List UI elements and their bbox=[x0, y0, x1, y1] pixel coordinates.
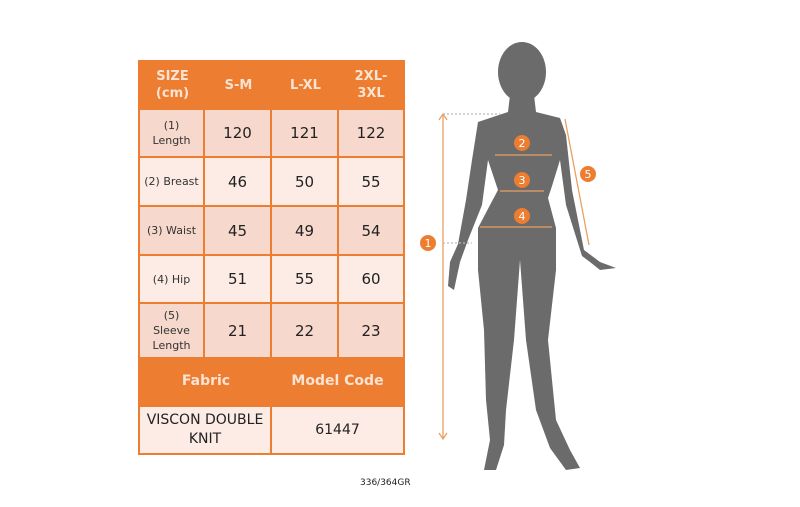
row-label-breast: (2) Breast bbox=[140, 158, 203, 205]
svg-text:4: 4 bbox=[519, 210, 526, 223]
header-l-xl: L-XL bbox=[290, 77, 321, 93]
cell-hip-2xl: 60 bbox=[339, 256, 403, 302]
svg-text:1: 1 bbox=[425, 237, 432, 250]
cell-length-l-xl: 121 bbox=[272, 110, 337, 156]
cell-sleeve-s-m: 21 bbox=[205, 304, 270, 357]
cell-hip-s-m: 51 bbox=[205, 256, 270, 302]
cell-length-s-m: 120 bbox=[205, 110, 270, 156]
cell-waist-2xl: 54 bbox=[339, 207, 403, 254]
svg-text:2: 2 bbox=[519, 137, 526, 150]
model-code-header: Model Code bbox=[291, 372, 384, 389]
svg-text:3: 3 bbox=[519, 174, 526, 187]
cell-length-2xl: 122 bbox=[339, 110, 403, 156]
size-chart-table: SIZE (cm) S-M L-XL 2XL-3XL (1) Length 12… bbox=[138, 60, 405, 455]
row-label-sleeve: (5) Sleeve Length bbox=[140, 304, 203, 357]
row-label-hip: (4) Hip bbox=[140, 256, 203, 302]
row-label-waist: (3) Waist bbox=[140, 207, 203, 254]
cell-hip-l-xl: 55 bbox=[272, 256, 337, 302]
cell-breast-s-m: 46 bbox=[205, 158, 270, 205]
silhouette bbox=[448, 42, 616, 470]
model-code-value: 61447 bbox=[272, 407, 403, 453]
marker-2: 2 bbox=[514, 135, 530, 151]
cell-sleeve-l-xl: 22 bbox=[272, 304, 337, 357]
fabric-value: VISCON DOUBLE KNIT bbox=[140, 407, 270, 453]
cell-sleeve-2xl: 23 bbox=[339, 304, 403, 357]
header-size: SIZE (cm) bbox=[155, 69, 190, 101]
svg-text:5: 5 bbox=[585, 168, 592, 181]
cell-waist-l-xl: 49 bbox=[272, 207, 337, 254]
cell-breast-l-xl: 50 bbox=[272, 158, 337, 205]
header-2xl-3xl: 2XL-3XL bbox=[354, 69, 388, 101]
marker-5: 5 bbox=[580, 166, 596, 182]
header-s-m: S-M bbox=[224, 77, 253, 93]
marker-4: 4 bbox=[514, 208, 530, 224]
sleeve-arrow bbox=[564, 118, 590, 246]
cell-breast-2xl: 55 bbox=[339, 158, 403, 205]
marker-1: 1 bbox=[420, 235, 436, 251]
marker-3: 3 bbox=[514, 172, 530, 188]
fabric-header: Fabric bbox=[181, 372, 231, 389]
product-code: 336/364GR bbox=[360, 478, 411, 488]
row-label-length: (1) Length bbox=[140, 110, 203, 156]
cell-waist-s-m: 45 bbox=[205, 207, 270, 254]
measurement-lines bbox=[438, 112, 590, 441]
